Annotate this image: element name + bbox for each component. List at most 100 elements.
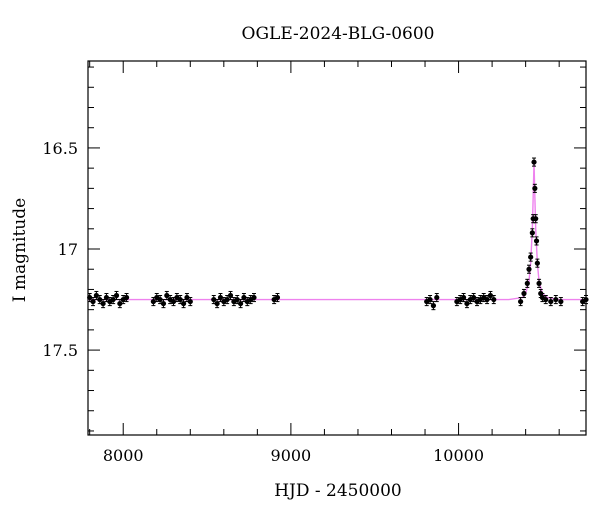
data-point xyxy=(553,295,559,305)
data-marker xyxy=(251,294,257,301)
data-marker xyxy=(534,260,540,266)
data-marker xyxy=(521,290,527,297)
data-marker xyxy=(533,238,540,244)
data-marker xyxy=(224,296,230,303)
data-point xyxy=(187,297,193,307)
data-marker xyxy=(460,294,467,301)
model-line xyxy=(88,162,586,301)
data-marker xyxy=(529,230,535,236)
data-marker xyxy=(113,292,120,299)
data-marker xyxy=(217,294,224,301)
data-point xyxy=(536,278,542,288)
data-point xyxy=(548,297,554,307)
data-point xyxy=(123,292,130,303)
data-point xyxy=(532,183,538,193)
data-marker xyxy=(103,294,110,301)
data-point xyxy=(160,299,167,309)
plot-frame xyxy=(87,60,587,436)
data-marker xyxy=(583,296,589,303)
data-point xyxy=(543,295,549,305)
data-point xyxy=(241,292,247,303)
data-point xyxy=(518,297,524,307)
data-point xyxy=(234,295,240,305)
y-axis-label: I magnitude xyxy=(10,198,30,302)
data-marker xyxy=(177,296,183,303)
data-marker xyxy=(464,300,470,307)
data-point xyxy=(529,228,535,238)
data-point xyxy=(430,301,437,311)
data-marker xyxy=(123,294,130,301)
y-tick-label: 17.5 xyxy=(42,341,78,360)
data-marker xyxy=(471,294,477,301)
data-point xyxy=(211,295,217,305)
data-marker xyxy=(227,292,234,299)
x-tick-label: 10000 xyxy=(433,446,484,465)
data-point xyxy=(113,290,120,301)
data-marker xyxy=(536,280,542,286)
data-point xyxy=(251,292,257,303)
data-marker xyxy=(90,298,96,305)
data-point xyxy=(227,290,234,301)
y-tick-label: 16.5 xyxy=(42,139,78,158)
data-marker xyxy=(110,296,116,303)
data-point xyxy=(180,299,187,309)
data-marker xyxy=(180,300,187,307)
data-point xyxy=(521,288,527,299)
data-marker xyxy=(150,298,156,305)
data-point xyxy=(487,290,494,301)
data-point xyxy=(533,236,540,246)
chart-title: OGLE-2024-BLG-0600 xyxy=(242,24,435,44)
data-marker xyxy=(117,300,123,307)
data-points xyxy=(87,157,589,311)
data-point xyxy=(274,292,281,303)
data-point xyxy=(100,299,106,309)
data-marker xyxy=(524,280,530,286)
data-marker xyxy=(160,300,167,307)
data-point xyxy=(93,290,99,301)
data-marker xyxy=(526,266,532,272)
axis-ticks xyxy=(88,61,586,435)
data-point xyxy=(117,299,123,309)
data-marker xyxy=(100,300,106,307)
data-point xyxy=(224,295,230,305)
data-marker xyxy=(241,294,247,301)
data-marker xyxy=(187,298,193,305)
data-marker xyxy=(528,254,534,260)
data-point xyxy=(558,297,564,307)
data-point xyxy=(534,258,540,268)
data-point xyxy=(427,295,433,305)
data-marker xyxy=(214,300,220,307)
data-marker xyxy=(211,296,217,303)
data-marker xyxy=(87,294,93,301)
data-point xyxy=(460,292,467,303)
data-point xyxy=(90,297,96,307)
y-tick-label: 17 xyxy=(58,240,78,259)
data-marker xyxy=(553,296,559,303)
data-point xyxy=(107,297,113,307)
data-marker xyxy=(234,296,240,303)
data-point xyxy=(237,299,244,309)
data-marker xyxy=(434,294,440,301)
data-point xyxy=(150,297,156,307)
data-marker xyxy=(543,296,549,303)
data-marker xyxy=(532,185,538,191)
data-point xyxy=(434,292,440,303)
data-marker xyxy=(184,294,190,301)
x-tick-label: 9000 xyxy=(271,446,312,465)
data-marker xyxy=(533,216,539,222)
data-marker xyxy=(548,298,554,305)
x-axis-label: HJD - 2450000 xyxy=(274,481,402,501)
data-marker xyxy=(170,298,177,305)
data-point xyxy=(533,214,539,224)
data-marker xyxy=(531,159,537,165)
data-marker xyxy=(274,294,281,301)
model-curve xyxy=(88,162,586,301)
data-point xyxy=(214,299,220,309)
data-point xyxy=(583,295,589,305)
data-marker xyxy=(484,296,490,303)
data-marker xyxy=(164,292,170,299)
data-marker xyxy=(427,296,433,303)
data-point xyxy=(524,278,530,288)
data-point xyxy=(491,295,497,305)
